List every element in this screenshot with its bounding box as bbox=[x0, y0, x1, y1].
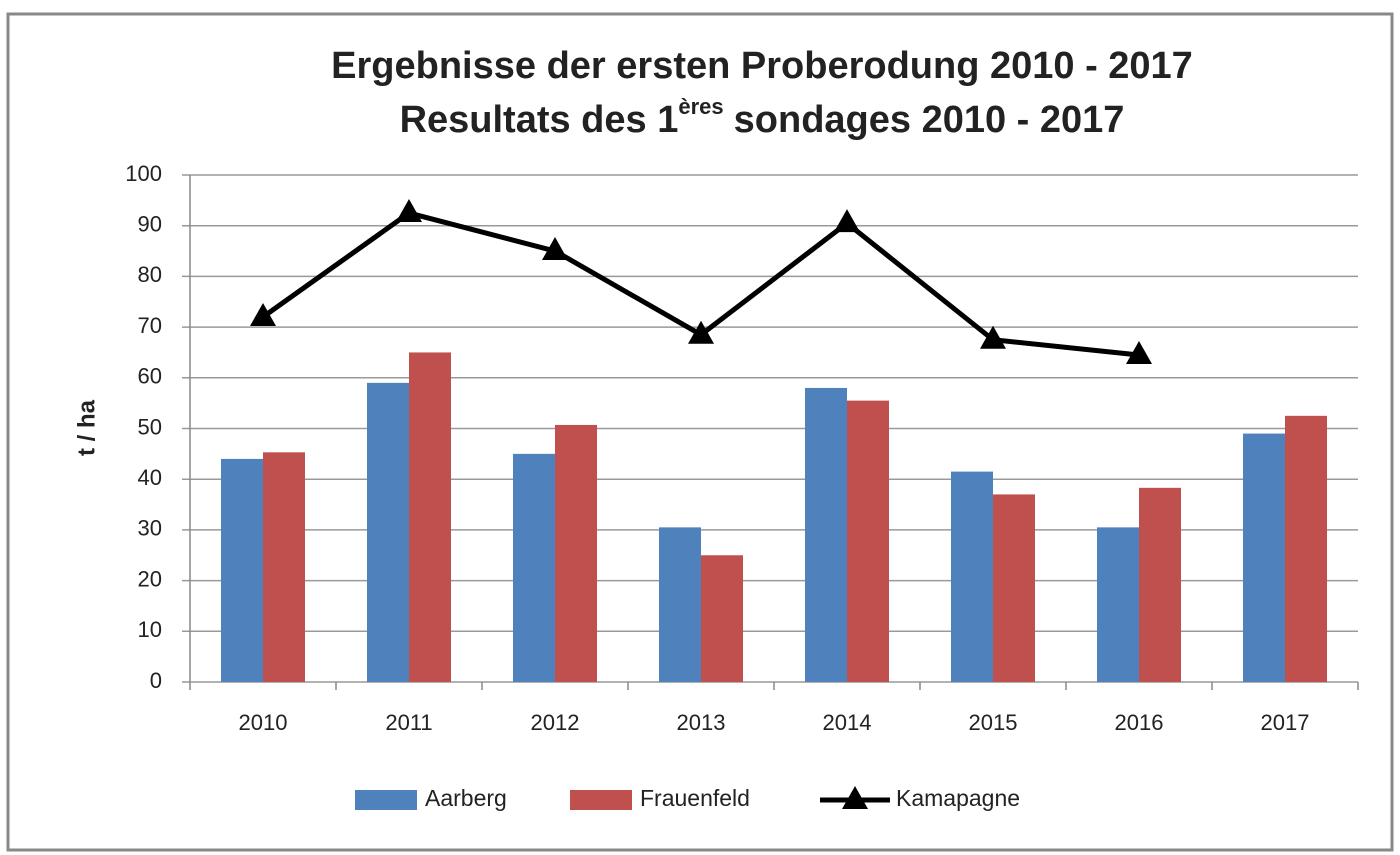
x-tick-label: 2014 bbox=[823, 710, 872, 735]
marker bbox=[834, 209, 860, 233]
marker bbox=[396, 199, 422, 223]
subtitle-superscript: ères bbox=[678, 94, 723, 119]
subtitle-part: Resultats des 1 bbox=[400, 99, 679, 141]
bar bbox=[1285, 415, 1327, 682]
bar bbox=[1243, 433, 1285, 682]
chart-frame bbox=[6, 12, 1394, 852]
x-tick-label: 2017 bbox=[1261, 710, 1310, 735]
bar bbox=[513, 453, 555, 682]
bar bbox=[951, 471, 993, 682]
bar bbox=[1139, 487, 1181, 682]
y-tick-label: 100 bbox=[125, 161, 162, 186]
bar bbox=[555, 424, 597, 682]
marker bbox=[542, 237, 568, 261]
bar bbox=[409, 352, 451, 682]
y-tick-label: 20 bbox=[138, 566, 162, 591]
y-tick-label: 40 bbox=[138, 465, 162, 490]
chart-title: Ergebnisse der ersten Proberodung 2010 -… bbox=[331, 45, 1193, 87]
y-tick-label: 80 bbox=[138, 262, 162, 287]
bar bbox=[701, 555, 743, 682]
legend-label: Kamapagne bbox=[896, 785, 1020, 811]
x-tick-label: 2011 bbox=[385, 710, 432, 735]
y-tick-label: 10 bbox=[138, 617, 162, 642]
marker bbox=[688, 320, 714, 344]
bar bbox=[847, 400, 889, 682]
y-axis-label: t / ha bbox=[73, 399, 100, 456]
x-tick-label: 2012 bbox=[531, 710, 580, 735]
bar bbox=[221, 458, 263, 682]
bar bbox=[367, 382, 409, 682]
legend-swatch bbox=[570, 790, 632, 810]
bar bbox=[993, 494, 1035, 682]
x-tick-label: 2016 bbox=[1115, 710, 1164, 735]
marker bbox=[250, 302, 276, 326]
legend-swatch bbox=[355, 790, 417, 810]
bar bbox=[805, 387, 847, 682]
bar bbox=[1097, 527, 1139, 682]
y-tick-label: 50 bbox=[138, 414, 162, 439]
y-tick-label: 0 bbox=[150, 668, 162, 693]
bar bbox=[263, 452, 305, 682]
legend-marker bbox=[842, 786, 868, 809]
y-tick-label: 70 bbox=[138, 313, 162, 338]
legend-label: Frauenfeld bbox=[640, 785, 750, 811]
chart-subtitle: Resultats des 1ères sondages 2010 - 2017 bbox=[400, 94, 1125, 141]
x-tick-label: 2013 bbox=[677, 710, 726, 735]
marker bbox=[1126, 340, 1152, 364]
subtitle-part: sondages 2010 - 2017 bbox=[734, 99, 1125, 141]
bar bbox=[659, 527, 701, 682]
x-tick-label: 2015 bbox=[969, 710, 1018, 735]
legend-label: Aarberg bbox=[425, 785, 507, 811]
y-tick-label: 90 bbox=[138, 212, 162, 237]
x-tick-label: 2010 bbox=[239, 710, 288, 735]
y-tick-label: 60 bbox=[138, 364, 162, 389]
marker bbox=[980, 325, 1006, 349]
y-tick-label: 30 bbox=[138, 516, 162, 541]
